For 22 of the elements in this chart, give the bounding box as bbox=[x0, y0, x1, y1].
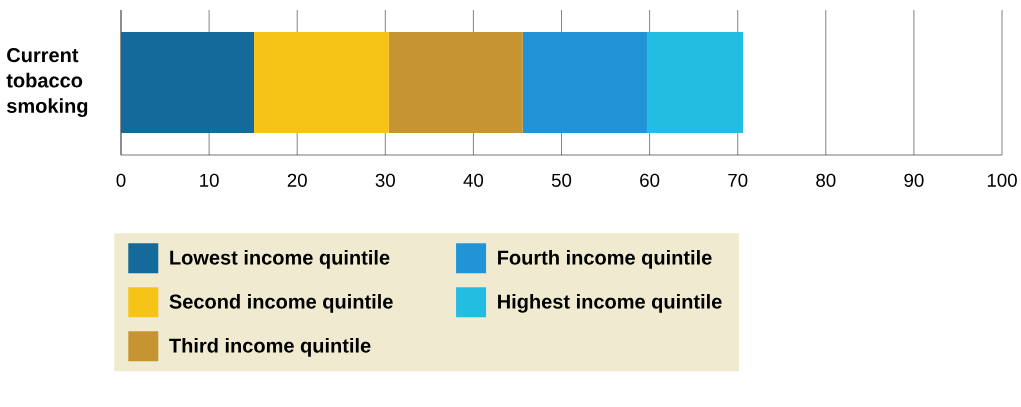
x-tick-label: 90 bbox=[904, 173, 924, 187]
x-tick-label: 40 bbox=[463, 173, 484, 187]
legend-label: Fourth income quintile bbox=[498, 250, 712, 269]
bar bbox=[646, 32, 743, 133]
legend-label: Highest income quintile bbox=[498, 294, 722, 313]
legend-label: Lowest income quintile bbox=[170, 250, 390, 269]
x-tick-label: 100 bbox=[987, 173, 1017, 187]
x-tick-label: 60 bbox=[640, 173, 660, 187]
bar bbox=[121, 32, 255, 133]
legend-label: Second income quintile bbox=[169, 294, 393, 313]
y-tick-label: Current tobacco smoking bbox=[6, 48, 88, 117]
x-tick-label: 20 bbox=[287, 173, 307, 187]
x-tick-label: 0 bbox=[116, 173, 126, 187]
x-tick-label: 50 bbox=[551, 173, 572, 187]
x-tick-label: 10 bbox=[200, 173, 219, 187]
x-tick-label: 30 bbox=[375, 173, 395, 187]
bar bbox=[388, 32, 523, 133]
x-tick-label: 80 bbox=[816, 173, 836, 187]
bar bbox=[522, 32, 647, 133]
bar bbox=[254, 32, 389, 133]
legend-label: Third income quintile bbox=[169, 338, 371, 357]
x-tick-label: 70 bbox=[728, 173, 748, 187]
